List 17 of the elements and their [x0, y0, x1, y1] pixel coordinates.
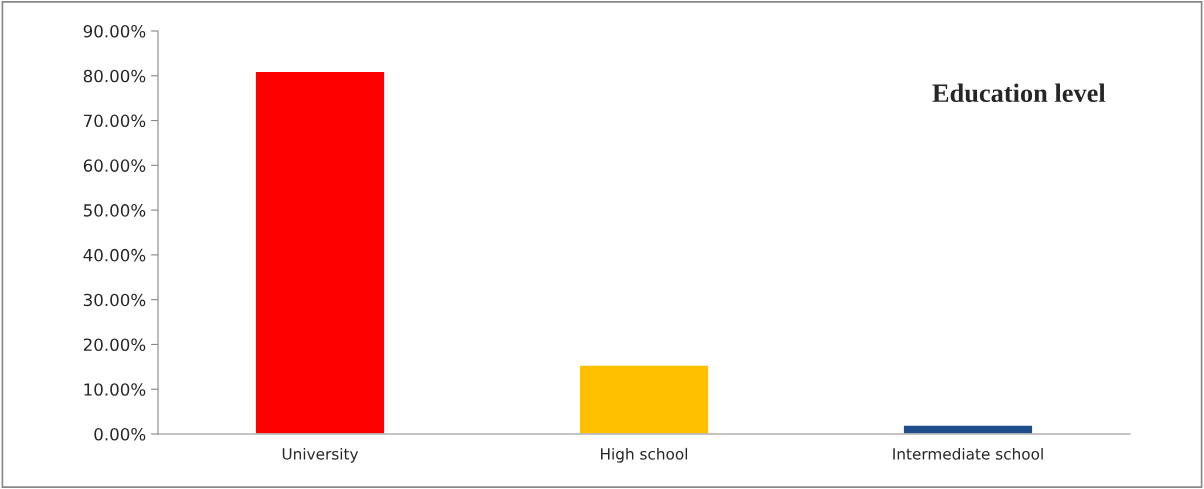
y-tick-label: 60.00%: [83, 159, 146, 172]
y-tick-label: 20.00%: [83, 338, 146, 352]
x-tick-label: High school: [601, 447, 688, 463]
y-tick-label: 10.00%: [84, 383, 146, 396]
y-tick-label: 0.00%: [94, 427, 146, 441]
y-tick-label: 80.00%: [83, 69, 146, 83]
y-tick-label: 90.00%: [83, 24, 146, 38]
y-tick-label: 50.00%: [83, 204, 146, 217]
text: Education level: [932, 83, 1106, 103]
x-tick-label: University: [282, 447, 359, 463]
x-tick-label: Intermediate school: [893, 447, 1043, 460]
bar: [254, 70, 386, 434]
y-tick-label: 40.00%: [83, 248, 146, 262]
bar: [902, 424, 1034, 434]
bar: [578, 364, 710, 434]
y-tick-label: 70.00%: [84, 114, 146, 128]
y-tick-label: 30.00%: [83, 293, 146, 307]
